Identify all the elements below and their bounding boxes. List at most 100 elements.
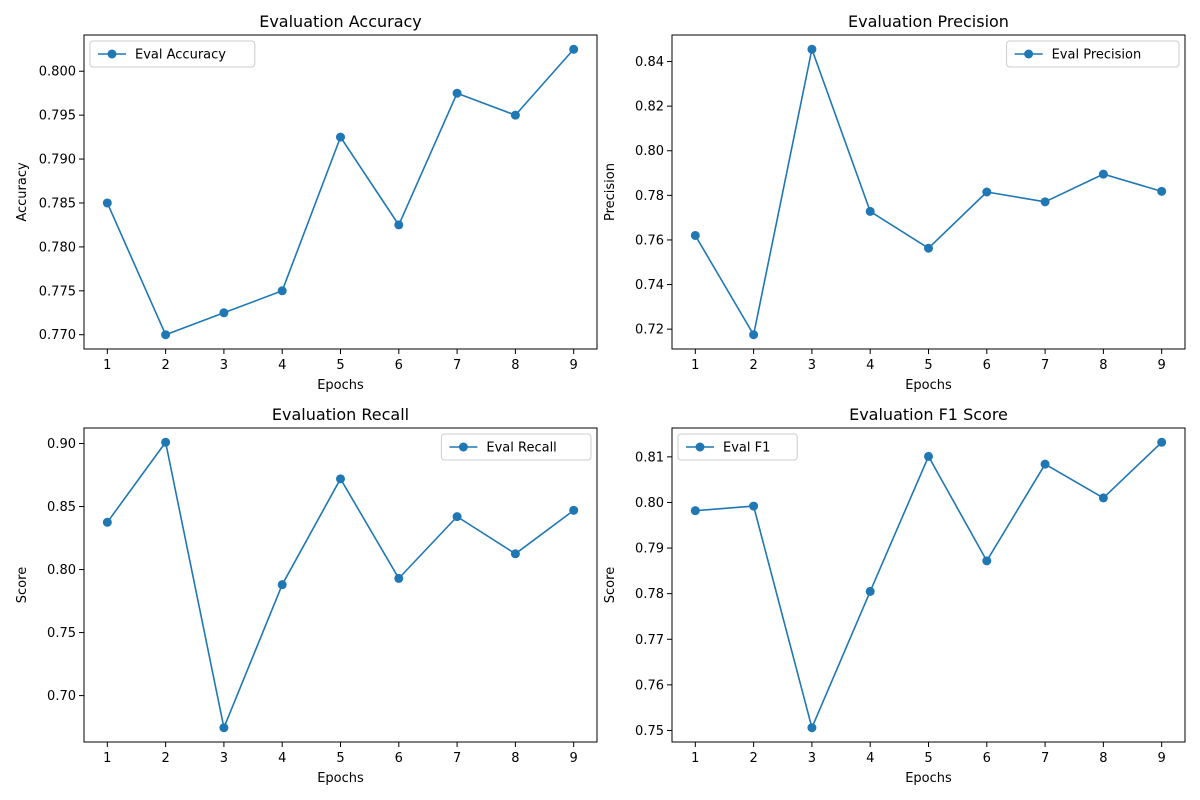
data-point — [102, 517, 112, 527]
data-point — [982, 556, 992, 566]
data-point — [219, 723, 229, 733]
x-tick-label: 6 — [395, 358, 403, 373]
x-tick-label: 8 — [511, 358, 519, 373]
data-point — [277, 580, 287, 590]
y-tick-label: 0.790 — [39, 153, 76, 168]
y-tick-label: 0.81 — [635, 450, 664, 465]
y-tick-label: 0.795 — [39, 109, 76, 124]
legend-box — [677, 433, 798, 461]
data-point — [1040, 197, 1050, 207]
data-point — [510, 110, 520, 120]
plot-frame — [671, 34, 1186, 350]
y-tick-label: 0.80 — [47, 563, 76, 578]
x-tick-label: 8 — [1099, 751, 1107, 766]
data-point — [277, 286, 287, 296]
x-tick-label: 2 — [161, 751, 169, 766]
x-tick-label: 3 — [220, 751, 228, 766]
y-tick-label: 0.80 — [635, 144, 664, 159]
legend-label: Eval Recall — [486, 441, 556, 456]
legend-box — [89, 40, 256, 68]
x-tick-label: 4 — [278, 751, 286, 766]
chart-title: Evaluation Precision — [848, 12, 1009, 31]
x-tick-label: 7 — [453, 358, 461, 373]
x-tick-label: 9 — [1158, 358, 1166, 373]
data-point — [1098, 493, 1108, 503]
legend-marker — [695, 442, 705, 452]
data-point — [807, 723, 817, 733]
data-point — [690, 506, 700, 516]
legend-marker — [458, 442, 468, 452]
y-tick-label: 0.85 — [47, 500, 76, 515]
x-tick-label: 5 — [924, 358, 932, 373]
x-tick-label: 8 — [1099, 358, 1107, 373]
legend-label: Eval Precision — [1052, 48, 1142, 63]
chart-title: Evaluation Accuracy — [259, 12, 422, 31]
legend-box — [440, 433, 592, 461]
y-tick-label: 0.800 — [39, 65, 76, 80]
y-tick-label: 0.77 — [635, 633, 664, 648]
x-axis-label: Epochs — [905, 378, 952, 393]
data-point — [1098, 169, 1108, 179]
data-point — [807, 44, 817, 54]
y-tick-label: 0.78 — [635, 587, 664, 602]
legend-box — [1006, 40, 1180, 68]
y-tick-label: 0.785 — [39, 196, 76, 211]
y-tick-label: 0.775 — [39, 284, 76, 299]
data-point — [336, 474, 345, 484]
x-tick-label: 6 — [395, 751, 403, 766]
data-point — [452, 512, 462, 522]
x-tick-label: 6 — [983, 358, 991, 373]
x-tick-label: 9 — [570, 358, 578, 373]
legend-label: Eval Accuracy — [135, 48, 226, 63]
x-tick-label: 4 — [278, 358, 286, 373]
x-tick-label: 3 — [808, 751, 816, 766]
x-tick-label: 9 — [1158, 751, 1166, 766]
data-point — [102, 198, 112, 208]
y-tick-label: 0.78 — [635, 189, 664, 204]
data-point — [336, 132, 345, 142]
data-point — [569, 44, 579, 54]
y-tick-label: 0.75 — [635, 724, 664, 739]
data-point — [161, 330, 171, 340]
x-tick-label: 2 — [749, 358, 757, 373]
legend-marker — [107, 49, 117, 59]
plot-frame — [83, 34, 598, 350]
legend-marker — [1024, 49, 1034, 59]
data-point — [749, 501, 759, 511]
x-tick-label: 1 — [103, 358, 111, 373]
x-tick-label: 1 — [691, 358, 699, 373]
data-point — [452, 88, 462, 98]
x-axis-label: Epochs — [317, 771, 364, 786]
x-tick-label: 7 — [453, 751, 461, 766]
x-tick-label: 4 — [866, 358, 874, 373]
x-tick-label: 6 — [983, 751, 991, 766]
y-axis-label: Score — [15, 567, 30, 603]
x-axis-label: Epochs — [905, 771, 952, 786]
data-point — [865, 586, 875, 596]
y-axis-label: Accuracy — [15, 162, 30, 222]
x-axis-label: Epochs — [317, 378, 364, 393]
data-point — [1157, 186, 1167, 196]
plot-frame — [671, 427, 1186, 743]
x-tick-label: 7 — [1041, 751, 1049, 766]
x-tick-label: 3 — [220, 358, 228, 373]
y-tick-label: 0.72 — [635, 323, 664, 338]
y-tick-label: 0.82 — [635, 100, 664, 115]
x-tick-label: 2 — [749, 751, 757, 766]
y-tick-label: 0.770 — [39, 328, 76, 343]
y-tick-label: 0.79 — [635, 542, 664, 557]
y-tick-label: 0.90 — [47, 437, 76, 452]
y-tick-label: 0.76 — [635, 233, 664, 248]
y-tick-label: 0.75 — [47, 626, 76, 641]
x-tick-label: 7 — [1041, 358, 1049, 373]
data-point — [865, 206, 875, 216]
chart-panel-3: Evaluation Recall 1 2 3 4 5 6 7 8 9 0.70 0.75 0.80 0.… — [15, 405, 598, 786]
x-tick-label: 5 — [336, 751, 344, 766]
y-tick-label: 0.74 — [635, 278, 664, 293]
y-axis-label: Precision — [603, 163, 618, 221]
data-point — [161, 437, 171, 447]
chart-title: Evaluation Recall — [272, 405, 409, 424]
y-tick-label: 0.76 — [635, 678, 664, 693]
x-tick-label: 4 — [866, 751, 874, 766]
